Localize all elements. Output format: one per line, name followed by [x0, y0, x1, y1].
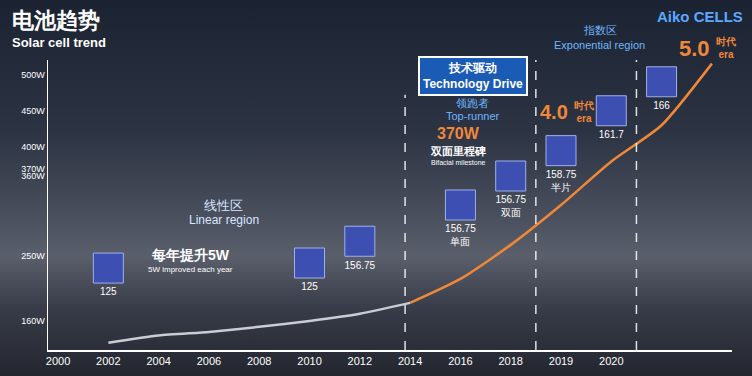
- svg-text:5.0: 5.0: [679, 36, 710, 61]
- svg-text:Top-runner: Top-runner: [446, 110, 500, 122]
- svg-text:156.75: 156.75: [345, 260, 376, 271]
- svg-text:5W improved each year: 5W improved each year: [148, 265, 233, 274]
- svg-text:Aiko CELLS: Aiko CELLS: [657, 8, 743, 25]
- svg-text:Linear region: Linear region: [189, 213, 259, 227]
- svg-text:400W: 400W: [21, 142, 45, 152]
- svg-text:双面里程碑: 双面里程碑: [430, 145, 486, 157]
- svg-text:2018: 2018: [498, 355, 522, 367]
- svg-text:500W: 500W: [21, 70, 45, 80]
- svg-text:时代era: 时代era: [574, 100, 594, 124]
- svg-text:161.7: 161.7: [599, 129, 624, 140]
- svg-text:2019: 2019: [549, 355, 573, 367]
- svg-text:2004: 2004: [146, 355, 170, 367]
- svg-text:125: 125: [301, 281, 318, 292]
- svg-text:250W: 250W: [21, 251, 45, 261]
- svg-text:Bifacial milestone: Bifacial milestone: [431, 159, 486, 166]
- svg-text:4.0: 4.0: [540, 101, 568, 123]
- svg-text:每年提升5W: 每年提升5W: [151, 247, 230, 263]
- svg-text:电池趋势: 电池趋势: [12, 8, 100, 33]
- svg-text:370W: 370W: [437, 125, 480, 142]
- svg-text:2006: 2006: [197, 355, 221, 367]
- svg-text:156.75双面: 156.75双面: [495, 194, 526, 218]
- svg-text:2002: 2002: [96, 355, 120, 367]
- svg-text:2008: 2008: [247, 355, 271, 367]
- svg-text:125: 125: [100, 286, 117, 297]
- svg-text:2016: 2016: [448, 355, 472, 367]
- svg-text:2000: 2000: [46, 355, 70, 367]
- svg-text:2014: 2014: [398, 355, 422, 367]
- svg-text:指数区: 指数区: [583, 24, 617, 36]
- svg-text:线性区: 线性区: [204, 198, 243, 213]
- svg-text:160W: 160W: [21, 316, 45, 326]
- svg-text:370W: 370W: [21, 164, 45, 174]
- svg-text:156.75单面: 156.75单面: [445, 223, 476, 247]
- svg-text:2010: 2010: [297, 355, 321, 367]
- svg-text:360W: 360W: [21, 171, 45, 181]
- svg-text:Exponential region: Exponential region: [554, 39, 645, 51]
- svg-text:166: 166: [653, 100, 670, 111]
- svg-text:Solar cell trend: Solar cell trend: [12, 35, 106, 50]
- svg-text:2020: 2020: [599, 355, 623, 367]
- svg-text:2012: 2012: [348, 355, 372, 367]
- svg-text:450W: 450W: [21, 106, 45, 116]
- svg-text:技术驱动Technology Drive: 技术驱动Technology Drive: [423, 61, 523, 91]
- svg-text:时代era: 时代era: [716, 36, 736, 60]
- svg-text:领跑者: 领跑者: [456, 97, 489, 109]
- svg-text:158.75半片: 158.75半片: [546, 169, 577, 193]
